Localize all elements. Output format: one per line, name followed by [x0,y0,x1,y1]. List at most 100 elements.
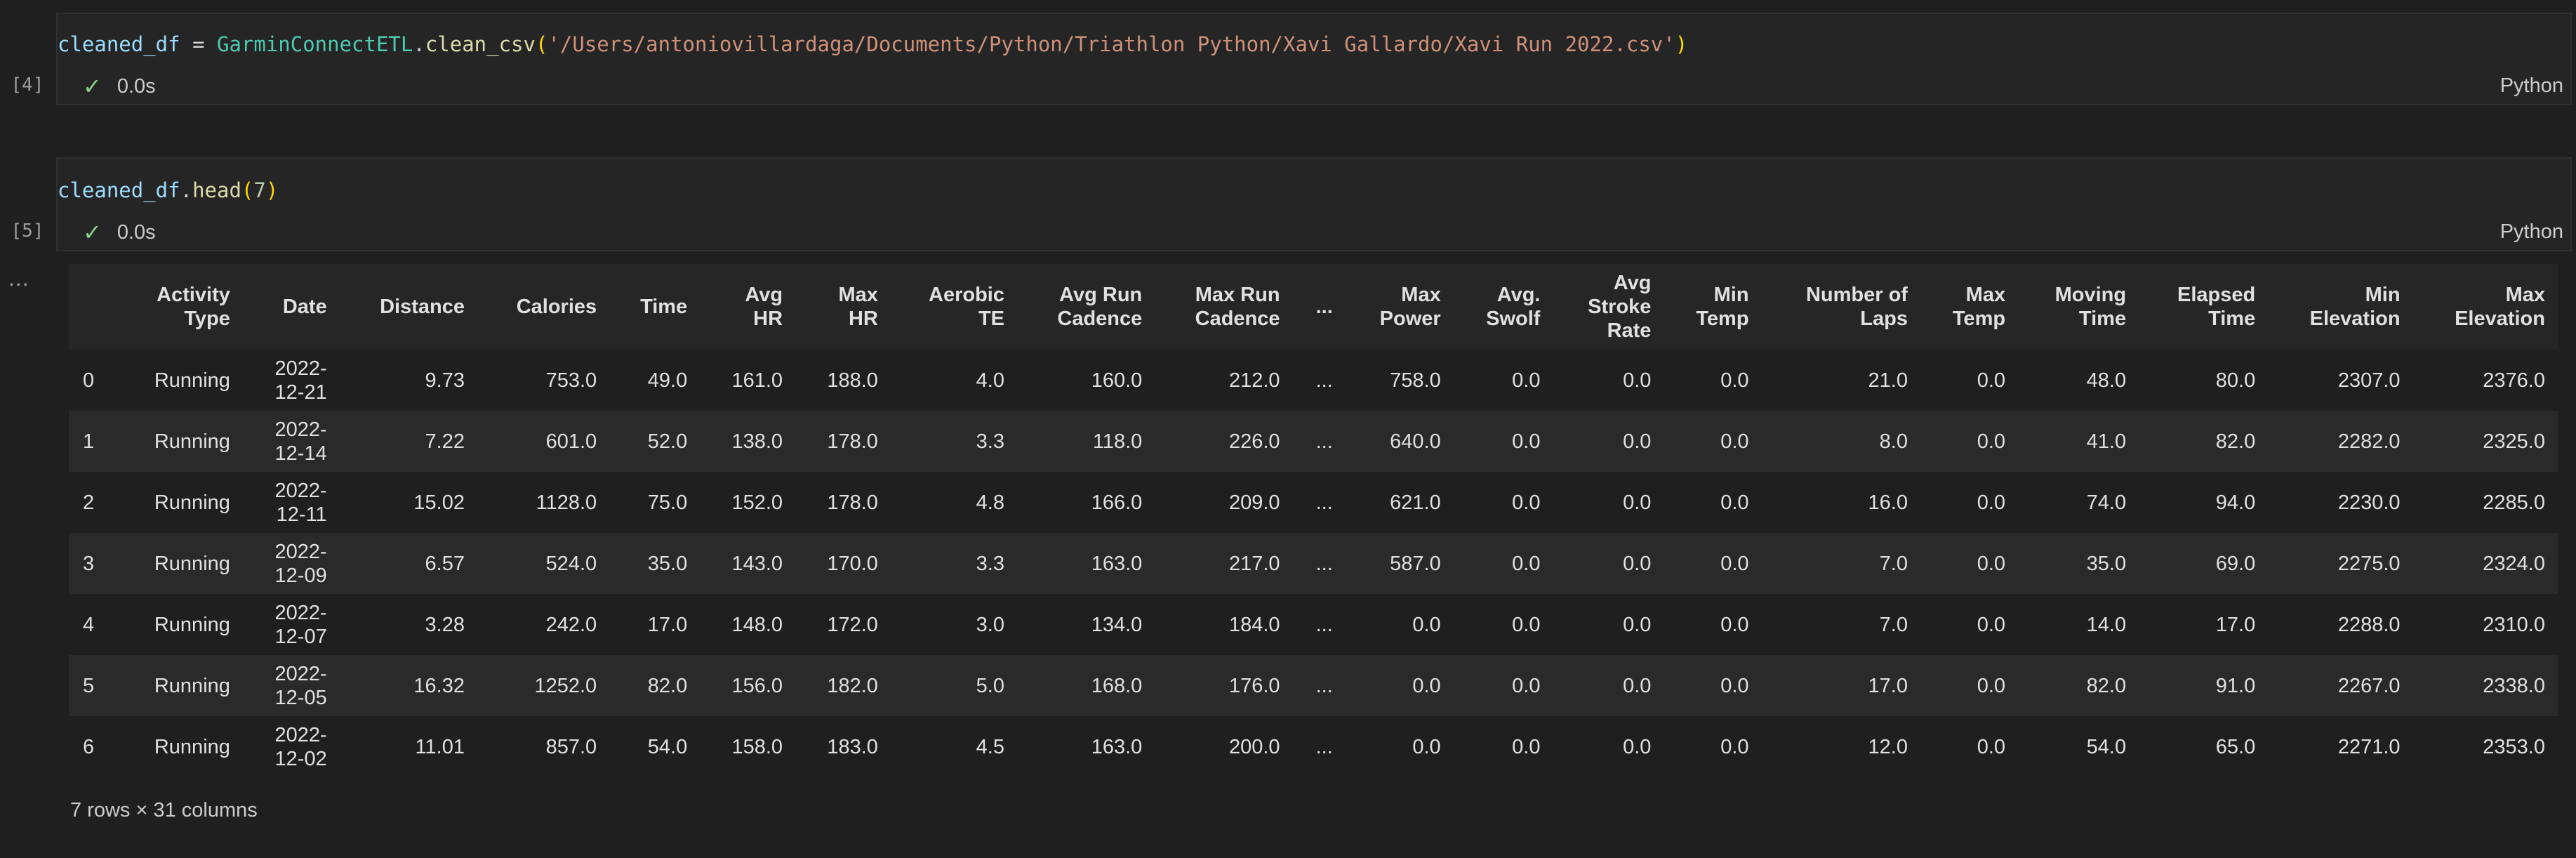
table-cell: 21.0 [1761,350,1920,411]
table-cell: Running [116,655,243,716]
table-cell: ... [1292,655,1346,716]
table-cell: 54.0 [2018,716,2139,777]
table-cell: 2275.0 [2268,533,2413,594]
code-token-var: cleaned_df [58,178,180,202]
table-row: 6 Running 2022- 12-02 11.01 857.0 54.0 158.0 183… [69,716,2558,777]
table-cell: 182.0 [795,655,891,716]
row-index: 4 [69,594,117,655]
table-row: 5 Running 2022- 12-05 16.32 1252.0 82.0 156.0 18… [69,655,2558,716]
table-row: 2 Running 2022- 12-11 15.02 1128.0 75.0 152.0 17… [69,472,2558,533]
table-cell: 2022- 12-09 [242,533,340,594]
table-cell: 166.0 [1017,472,1155,533]
table-cell: 158.0 [700,716,796,777]
table-cell: 14.0 [2018,594,2139,655]
table-cell: 161.0 [700,350,796,411]
table-cell: 0.0 [1664,594,1762,655]
code-token-paren-close: ) [1675,32,1688,56]
table-cell: 6.57 [339,533,477,594]
table-cell: ... [1292,533,1346,594]
code-token-var: cleaned_df [58,32,180,56]
table-cell: 163.0 [1017,716,1155,777]
table-header-cell: Distance [339,264,477,350]
cell-status-5: ✓ 0.0s [83,219,156,246]
code-token-number: 7 [253,178,266,202]
table-cell: 857.0 [477,716,610,777]
table-cell: 0.0 [1553,411,1664,472]
table-cell: 82.0 [2018,655,2139,716]
table-cell: 524.0 [477,533,610,594]
code-token-paren-close: ) [265,178,279,202]
table-cell: 2022- 12-11 [242,472,340,533]
table-cell: 0.0 [1664,350,1762,411]
cell-language-4[interactable]: Python [2499,74,2563,97]
table-header-cell: Min Elevation [2268,264,2413,350]
table-cell: 17.0 [1761,655,1920,716]
code-line-4[interactable]: cleaned_df = GarminConnectETL.clean_csv(… [58,32,1687,56]
code-cell-4[interactable] [56,13,2572,105]
table-cell: 49.0 [609,350,701,411]
output-menu-icon[interactable]: ... [8,265,29,291]
table-header-cell: Avg Stroke Rate [1553,264,1664,350]
row-index: 6 [69,716,117,777]
table-header-cell: Elapsed Time [2139,264,2269,350]
table-cell: 134.0 [1017,594,1155,655]
code-token-class: GarminConnectETL [217,32,413,56]
code-token-paren-open: ( [241,178,254,202]
table-header-cell: Number of Laps [1761,264,1920,350]
table-cell: 7.0 [1761,594,1920,655]
table-cell: 0.0 [1920,411,2019,472]
table-cell: 0.0 [1920,655,2019,716]
code-line-5[interactable]: cleaned_df.head(7) [58,178,278,202]
table-cell: 5.0 [890,655,1017,716]
table-header-cell: Avg Run Cadence [1017,264,1155,350]
code-token-op: = [180,32,217,56]
table-cell: 3.3 [890,533,1017,594]
table-cell: 0.0 [1920,716,2019,777]
row-index: 0 [69,350,117,411]
table-cell: 17.0 [609,594,701,655]
table-header-cell: Moving Time [2018,264,2139,350]
table-cell: 12.0 [1761,716,1920,777]
table-cell: 35.0 [609,533,701,594]
table-cell: 0.0 [1345,594,1454,655]
table-cell: 178.0 [795,411,891,472]
code-cell-5[interactable] [56,157,2572,251]
table-cell: 82.0 [2139,411,2269,472]
table-cell: 0.0 [1453,594,1553,655]
table-header-cell: Avg. Swolf [1453,264,1553,350]
dataframe-shape-summary: 7 rows × 31 columns [70,799,258,821]
cell-language-5[interactable]: Python [2499,220,2563,243]
table-cell: 0.0 [1553,594,1664,655]
table-cell: 178.0 [795,472,891,533]
check-icon: ✓ [83,220,102,245]
table-cell: 118.0 [1017,411,1155,472]
table-cell: 0.0 [1664,472,1762,533]
table-cell: ... [1292,716,1346,777]
execution-count-5: [5] [11,220,44,242]
table-cell: 16.0 [1761,472,1920,533]
table-cell: 41.0 [2018,411,2139,472]
table-cell: 52.0 [609,411,701,472]
table-cell: 0.0 [1553,533,1664,594]
check-icon: ✓ [83,74,102,99]
table-cell: 2324.0 [2412,533,2558,594]
table-cell: Running [116,472,243,533]
table-cell: 75.0 [609,472,701,533]
table-cell: 0.0 [1453,533,1553,594]
table-header-cell: Date [242,264,340,350]
table-cell: 16.32 [339,655,477,716]
table-cell: 0.0 [1553,655,1664,716]
table-cell: 2285.0 [2412,472,2558,533]
table-cell: 1128.0 [477,472,610,533]
table-cell: 2271.0 [2268,716,2413,777]
table-cell: 0.0 [1553,716,1664,777]
table-cell: 4.8 [890,472,1017,533]
table-cell: Running [116,350,243,411]
table-header-cell: Calories [477,264,610,350]
table-cell: 69.0 [2139,533,2269,594]
table-cell: 54.0 [609,716,701,777]
table-cell: 0.0 [1664,716,1762,777]
table-cell: 80.0 [2139,350,2269,411]
table-cell: 156.0 [700,655,796,716]
table-cell: 242.0 [477,594,610,655]
